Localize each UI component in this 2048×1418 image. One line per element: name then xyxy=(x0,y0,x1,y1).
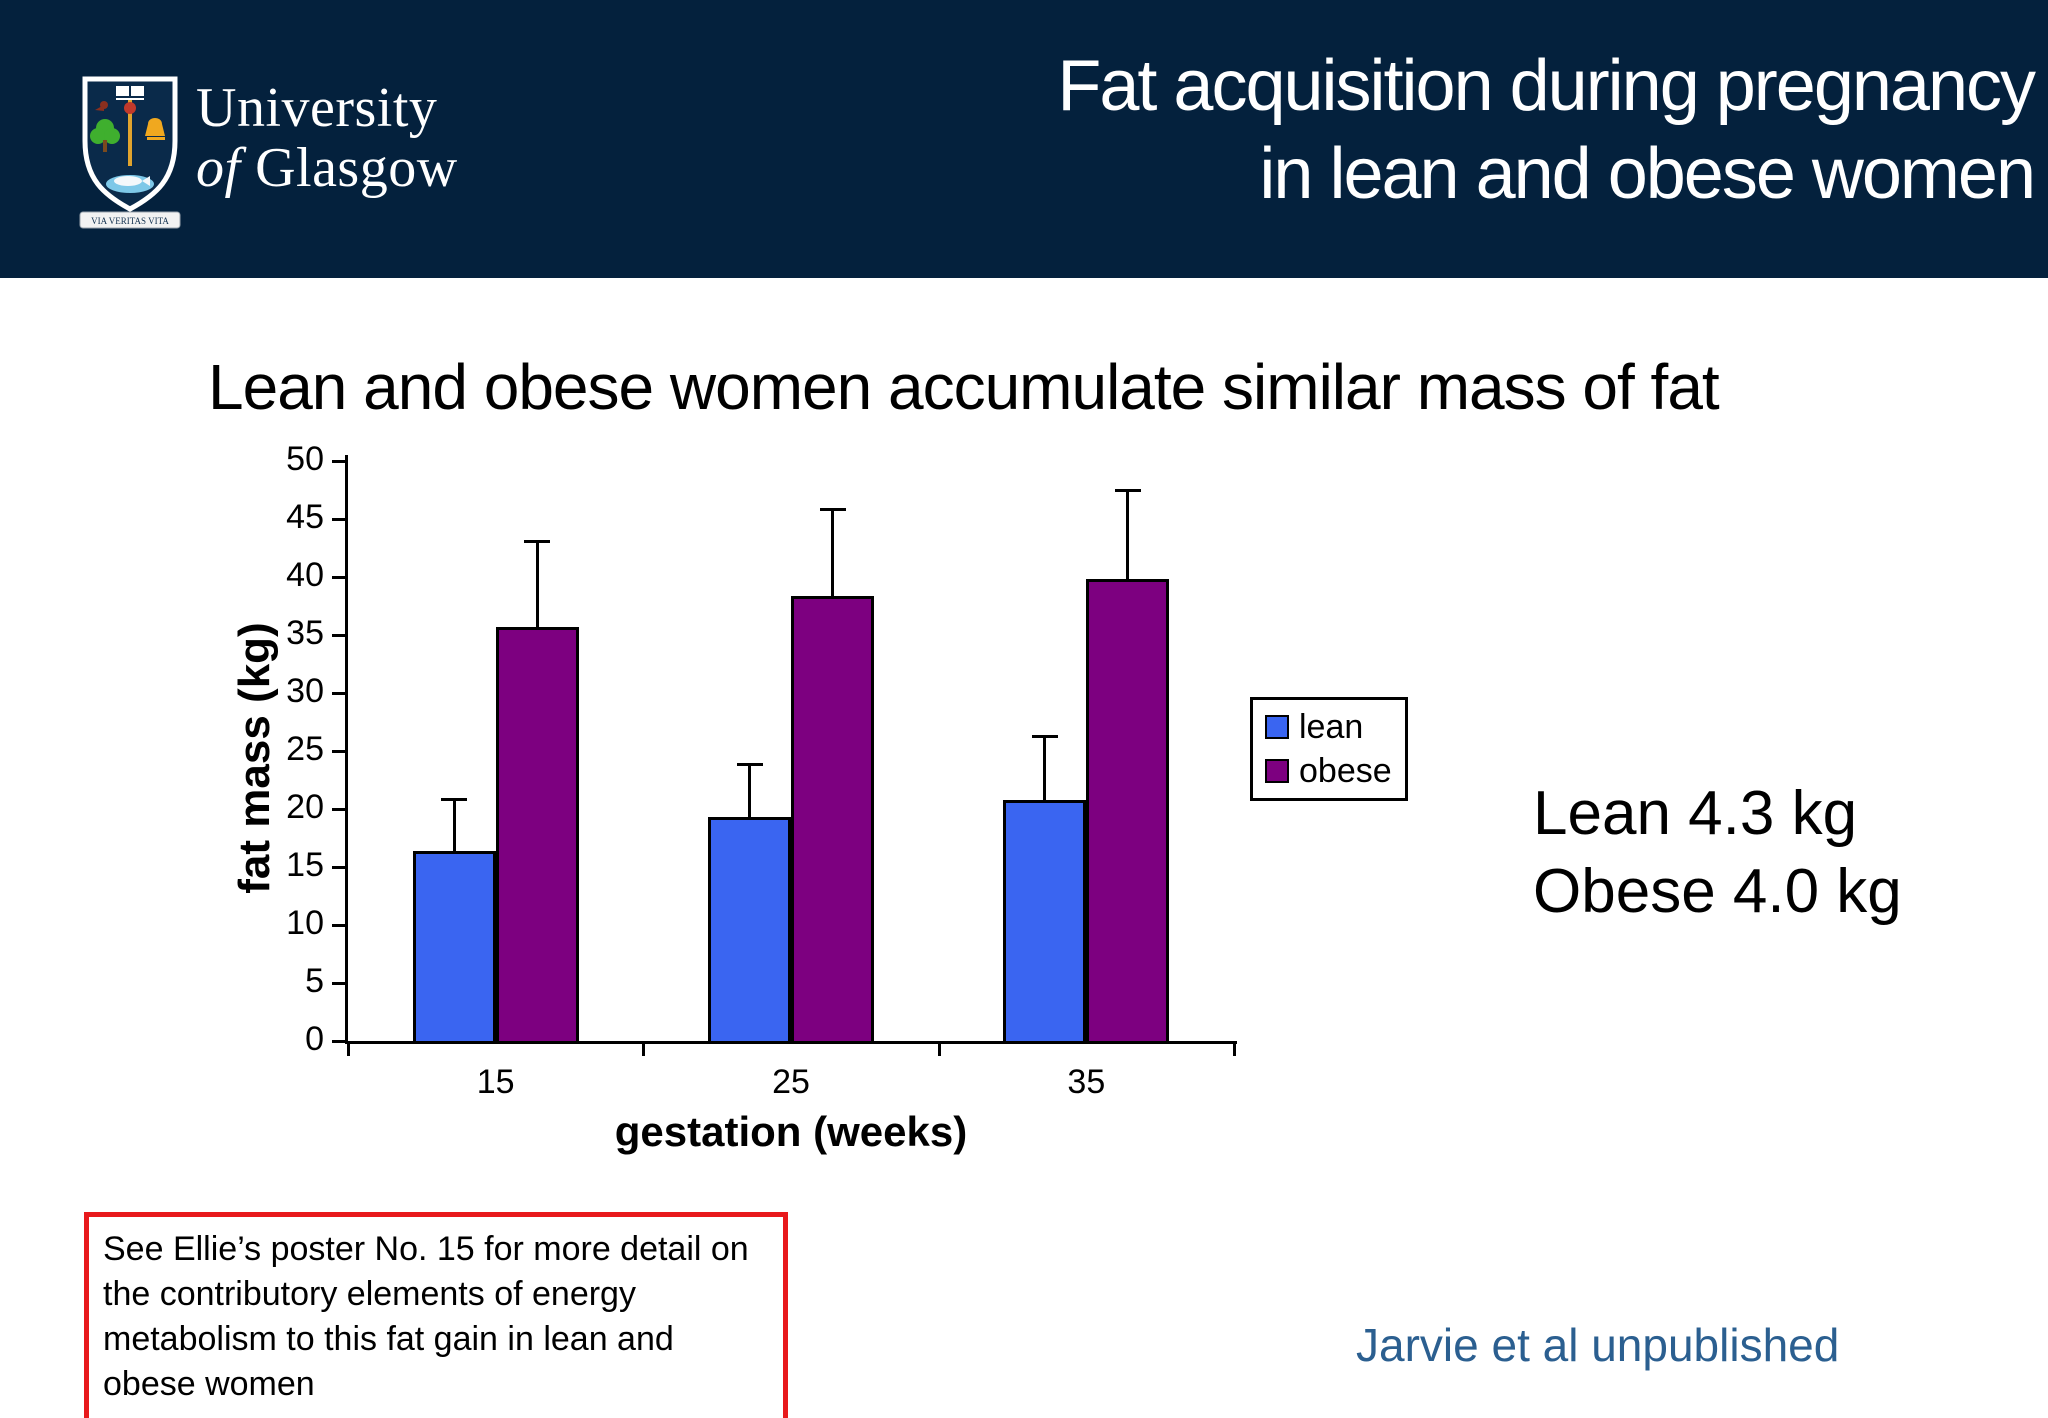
y-tick-mark xyxy=(332,866,345,869)
error-bar-lean-15 xyxy=(452,798,456,851)
y-tick-mark xyxy=(332,924,345,927)
bar-lean-25 xyxy=(708,817,791,1044)
y-tick-label: 45 xyxy=(286,498,324,536)
x-tick-label-35: 35 xyxy=(1067,1063,1106,1101)
x-tick-label-25: 25 xyxy=(772,1063,810,1101)
y-tick-label: 5 xyxy=(305,962,324,1000)
citation: Jarvie et al unpublished xyxy=(1356,1319,1840,1371)
y-tick-label: 35 xyxy=(286,614,324,652)
bar-obese-15 xyxy=(495,626,579,1044)
y-tick-mark xyxy=(332,518,345,521)
error-bar-obese-15 xyxy=(535,541,539,627)
header-band: VIA VERITAS VITA University of Glasgow F… xyxy=(0,0,2048,278)
bar-obese-25 xyxy=(791,595,874,1044)
y-tick-label: 30 xyxy=(286,672,324,710)
y-tick-label: 20 xyxy=(286,788,324,826)
y-tick-mark xyxy=(332,634,345,637)
university-of-glasgow-logo: VIA VERITAS VITA University of Glasgow xyxy=(78,70,498,260)
legend-swatch-lean xyxy=(1265,715,1289,739)
x-tick-mark xyxy=(1233,1041,1236,1056)
university-wordmark: University of Glasgow xyxy=(196,78,458,198)
legend-swatch-obese xyxy=(1265,759,1289,783)
y-tick-mark xyxy=(332,750,345,753)
y-tick-mark xyxy=(332,982,345,985)
x-tick-mark xyxy=(642,1041,646,1056)
slide-title-line-1: Fat acquisition during pregnancy xyxy=(1057,46,2036,126)
bar-lean-15 xyxy=(412,850,496,1044)
wordmark-line-2: of Glasgow xyxy=(196,137,458,199)
fat-gain-summary: Lean 4.3 kg Obese 4.0 kg xyxy=(1533,775,1902,931)
y-tick-mark xyxy=(332,576,345,579)
slide-title-line-2: in lean and obese women xyxy=(1259,134,2036,214)
error-bar-lean-25 xyxy=(748,763,751,818)
poster-callout-box: See Ellie’s poster No. 15 for more detai… xyxy=(84,1212,788,1418)
bar-lean-35 xyxy=(1003,799,1087,1044)
x-tick-mark xyxy=(937,1041,941,1056)
y-axis-line xyxy=(345,455,348,1044)
legend-item-obese: obese xyxy=(1265,754,1392,788)
error-bar-cap-lean-15 xyxy=(441,797,468,801)
error-bar-cap-obese-25 xyxy=(819,507,846,511)
error-bar-cap-obese-35 xyxy=(1114,489,1141,492)
fat-gain-lean: Lean 4.3 kg xyxy=(1533,779,1858,848)
error-bar-obese-25 xyxy=(831,508,834,596)
wordmark-line-1: University xyxy=(196,77,438,139)
y-tick-label: 50 xyxy=(286,440,324,478)
y-tick-mark xyxy=(332,1040,345,1043)
bar-obese-35 xyxy=(1086,579,1170,1044)
error-bar-cap-lean-25 xyxy=(736,762,763,766)
chart-headline: Lean and obese women accumulate similar … xyxy=(208,351,1720,423)
x-tick-label-15: 15 xyxy=(476,1063,515,1101)
error-bar-cap-obese-15 xyxy=(524,540,551,544)
x-tick-mark xyxy=(347,1041,350,1056)
legend-item-lean: lean xyxy=(1265,710,1363,744)
slide-title: Fat acquisition during pregnancy in lean… xyxy=(1057,42,2036,218)
error-bar-obese-35 xyxy=(1126,490,1130,580)
y-tick-label: 40 xyxy=(286,556,324,594)
fat-gain-obese: Obese 4.0 kg xyxy=(1533,857,1902,926)
y-tick-mark xyxy=(332,460,345,463)
y-tick-mark xyxy=(332,808,345,811)
error-bar-lean-35 xyxy=(1043,735,1047,800)
y-tick-label: 15 xyxy=(286,846,324,884)
y-tick-label: 0 xyxy=(305,1020,324,1058)
chart-legend: lean obese xyxy=(1250,697,1408,801)
x-axis-title: gestation (weeks) xyxy=(614,1108,968,1155)
university-crest-icon: VIA VERITAS VITA xyxy=(79,76,181,229)
svg-text:VIA VERITAS VITA: VIA VERITAS VITA xyxy=(91,216,169,226)
y-tick-label: 10 xyxy=(286,904,324,942)
y-tick-mark xyxy=(332,692,345,695)
legend-label-lean: lean xyxy=(1299,708,1364,746)
error-bar-cap-lean-35 xyxy=(1031,734,1058,738)
y-tick-label: 25 xyxy=(286,730,324,768)
legend-label-obese: obese xyxy=(1299,752,1392,790)
poster-callout-text: See Ellie’s poster No. 15 for more detai… xyxy=(103,1230,749,1403)
